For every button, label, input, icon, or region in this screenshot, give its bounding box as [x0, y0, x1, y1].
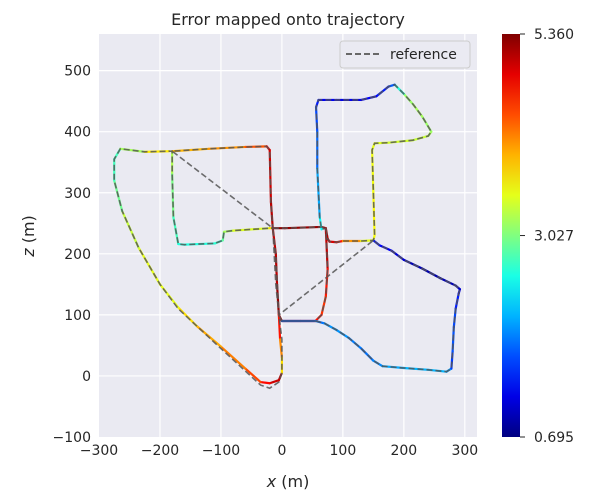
x-tick-label: −100 — [202, 443, 240, 459]
estimate-segment — [402, 366, 430, 371]
x-tick-label: −200 — [141, 443, 179, 459]
legend-box — [339, 40, 471, 69]
legend: reference — [339, 40, 471, 69]
x-axis-label-var: x — [266, 472, 277, 491]
x-tick-label: 300 — [451, 443, 478, 459]
y-axis-label-unit: (m) — [19, 215, 38, 248]
x-axis-label: x (m) — [266, 472, 310, 491]
x-tick-label: 200 — [390, 443, 417, 459]
y-tick-label: 300 — [64, 186, 91, 202]
estimate-segment — [278, 338, 284, 359]
x-tick-label: 100 — [330, 443, 357, 459]
y-axis-label-var: z — [19, 248, 38, 258]
colorbar-tick-label: 5.360 — [534, 27, 574, 43]
reference-trajectory — [113, 83, 461, 390]
y-tick-label: 500 — [64, 64, 91, 80]
x-tick-label: −300 — [80, 443, 118, 459]
colorbar: 0.695 3.027 5.360 — [502, 27, 574, 446]
estimate-segment — [244, 367, 262, 384]
legend-reference-label: reference — [390, 47, 457, 63]
estimate-segment — [277, 313, 282, 341]
grid-lines — [99, 34, 477, 437]
plot-area — [99, 34, 477, 437]
estimate-segment — [219, 345, 247, 370]
x-axis-label-unit: (m) — [276, 472, 309, 491]
estimate-segment — [259, 380, 271, 385]
x-tick-label: 0 — [277, 443, 286, 459]
reference-line — [113, 83, 461, 390]
chart-title: Error mapped onto trajectory — [171, 10, 405, 29]
y-tick-label: −100 — [53, 430, 91, 446]
y-tick-label: 400 — [64, 125, 91, 141]
colorbar-tick-labels: 0.695 3.027 5.360 — [520, 27, 574, 446]
y-tick-labels: −100 0 100 200 300 400 500 — [53, 64, 91, 446]
colorbar-gradient — [502, 34, 520, 437]
colorbar-tick-label: 0.695 — [534, 430, 574, 446]
y-tick-label: 200 — [64, 247, 91, 263]
y-axis-label: z (m) — [19, 215, 38, 258]
estimate-segment — [268, 379, 280, 385]
colorbar-tick-label: 3.027 — [534, 229, 574, 245]
x-tick-labels: −300 −200 −100 0 100 200 300 — [80, 443, 478, 459]
y-tick-label: 100 — [64, 308, 91, 324]
y-tick-label: 0 — [82, 369, 91, 385]
